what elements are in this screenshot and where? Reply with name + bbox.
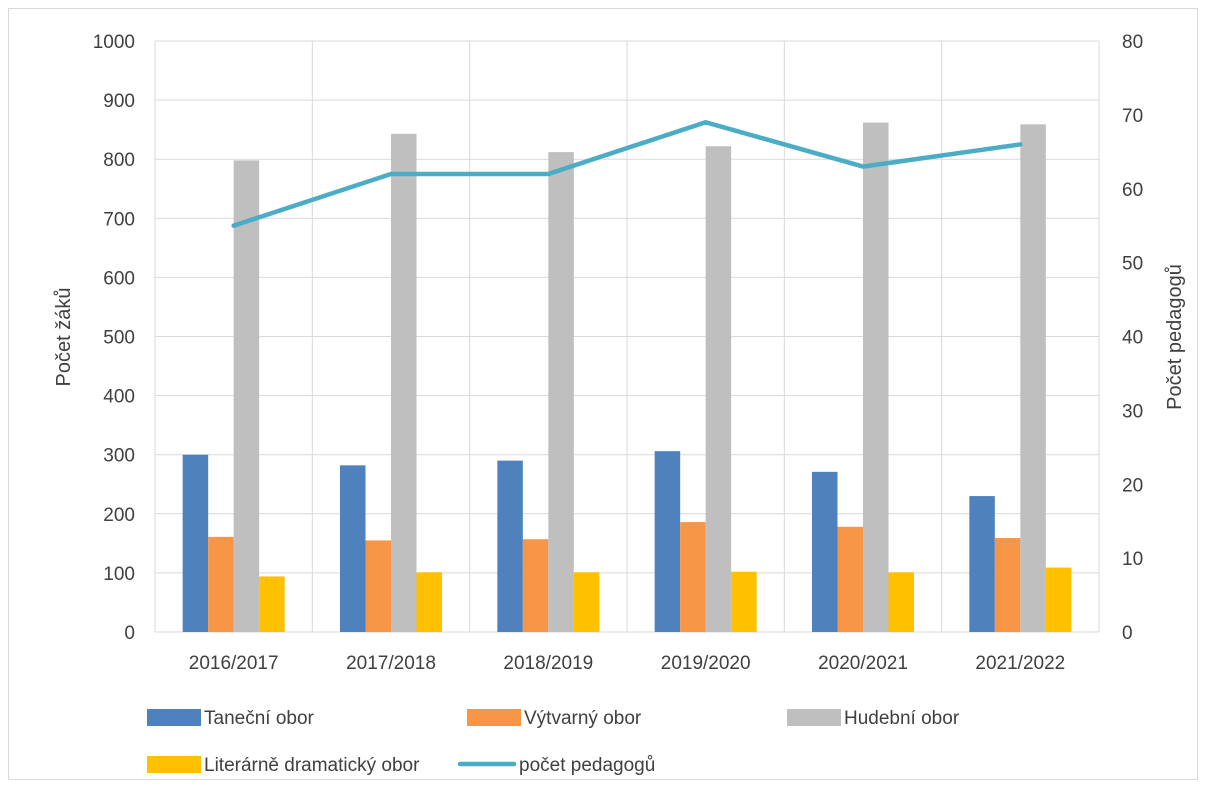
x-axis-tick: 2020/2021 <box>818 653 908 674</box>
legend-label: Výtvarný obor <box>524 708 642 729</box>
bar <box>888 572 914 632</box>
y-axis-left-title: Počet žáků <box>53 288 75 387</box>
y-axis-right-tick: 10 <box>1122 549 1143 570</box>
x-axis-tick: 2017/2018 <box>346 653 436 674</box>
y-axis-left-tick: 1000 <box>93 32 135 53</box>
bar <box>391 133 417 633</box>
y-axis-right-tick: 70 <box>1122 106 1143 127</box>
x-axis-tick: 2021/2022 <box>975 653 1065 674</box>
y-axis-left-tick: 100 <box>103 564 135 585</box>
legend-label: Hudební obor <box>844 708 960 729</box>
legend-swatch <box>787 709 841 726</box>
y-axis-left-tick: 300 <box>103 446 135 467</box>
bar <box>731 571 757 632</box>
legend-swatch <box>147 709 201 726</box>
y-axis-right-ticks: 0 10 20 30 40 50 60 70 80 <box>1122 32 1143 644</box>
y-axis-left-tick: 200 <box>103 505 135 526</box>
y-axis-right-tick: 80 <box>1122 32 1143 53</box>
y-axis-left-tick: 0 <box>124 623 135 644</box>
bar <box>259 576 285 632</box>
line-series <box>231 120 1023 228</box>
bar <box>548 152 574 632</box>
y-axis-left-tick: 400 <box>103 387 135 408</box>
bar <box>365 540 391 632</box>
bar <box>1020 124 1046 633</box>
bar <box>680 522 706 632</box>
bar <box>522 539 549 632</box>
legend-swatch <box>467 709 521 726</box>
bar <box>208 536 234 632</box>
y-axis-right-tick: 20 <box>1122 475 1143 496</box>
x-axis-ticks: 2016/2017 2017/2018 2018/2019 2019/2020 2020… <box>189 653 1065 674</box>
legend-swatch <box>147 756 201 773</box>
bar <box>416 572 442 632</box>
bar <box>573 572 600 632</box>
y-axis-right-tick: 0 <box>1122 623 1133 644</box>
bar <box>654 451 681 632</box>
bar <box>837 526 863 632</box>
legend-label: počet pedagogů <box>519 755 655 776</box>
gridlines <box>154 40 1100 633</box>
y-axis-right-tick: 60 <box>1122 180 1143 201</box>
y-axis-left-tick: 900 <box>103 91 135 112</box>
y-axis-right-title: Počet pedagogů <box>1164 264 1186 410</box>
bar <box>705 146 732 632</box>
line-series-path <box>231 120 1023 228</box>
y-axis-left-tick: 600 <box>103 268 135 289</box>
y-axis-left-tick: 800 <box>103 150 135 171</box>
y-axis-right-tick: 30 <box>1122 401 1143 422</box>
chart-frame <box>8 8 1198 780</box>
bar <box>233 160 260 632</box>
y-axis-left-tick: 700 <box>103 209 135 230</box>
bar <box>497 460 523 632</box>
y-axis-left-ticks: 0 100 200 300 400 500 600 700 800 900 1000 <box>93 32 135 644</box>
bar <box>994 538 1021 632</box>
bar <box>812 471 838 632</box>
bar <box>863 122 889 633</box>
bar <box>969 496 995 632</box>
bars <box>182 122 1072 633</box>
legend: Taneční obor Výtvarný obor Hudební obor Lit… <box>147 708 960 776</box>
bar <box>1045 567 1072 632</box>
y-axis-right-tick: 40 <box>1122 328 1143 349</box>
x-axis-tick: 2018/2019 <box>503 653 593 674</box>
bar <box>182 454 209 632</box>
y-axis-left-tick: 500 <box>103 328 135 349</box>
x-axis-tick: 2016/2017 <box>189 653 279 674</box>
x-axis-tick: 2019/2020 <box>661 653 751 674</box>
legend-label: Taneční obor <box>204 708 315 729</box>
legend-label: Literárně dramatický obor <box>204 755 420 776</box>
bar <box>340 465 366 632</box>
y-axis-right-tick: 50 <box>1122 254 1143 275</box>
